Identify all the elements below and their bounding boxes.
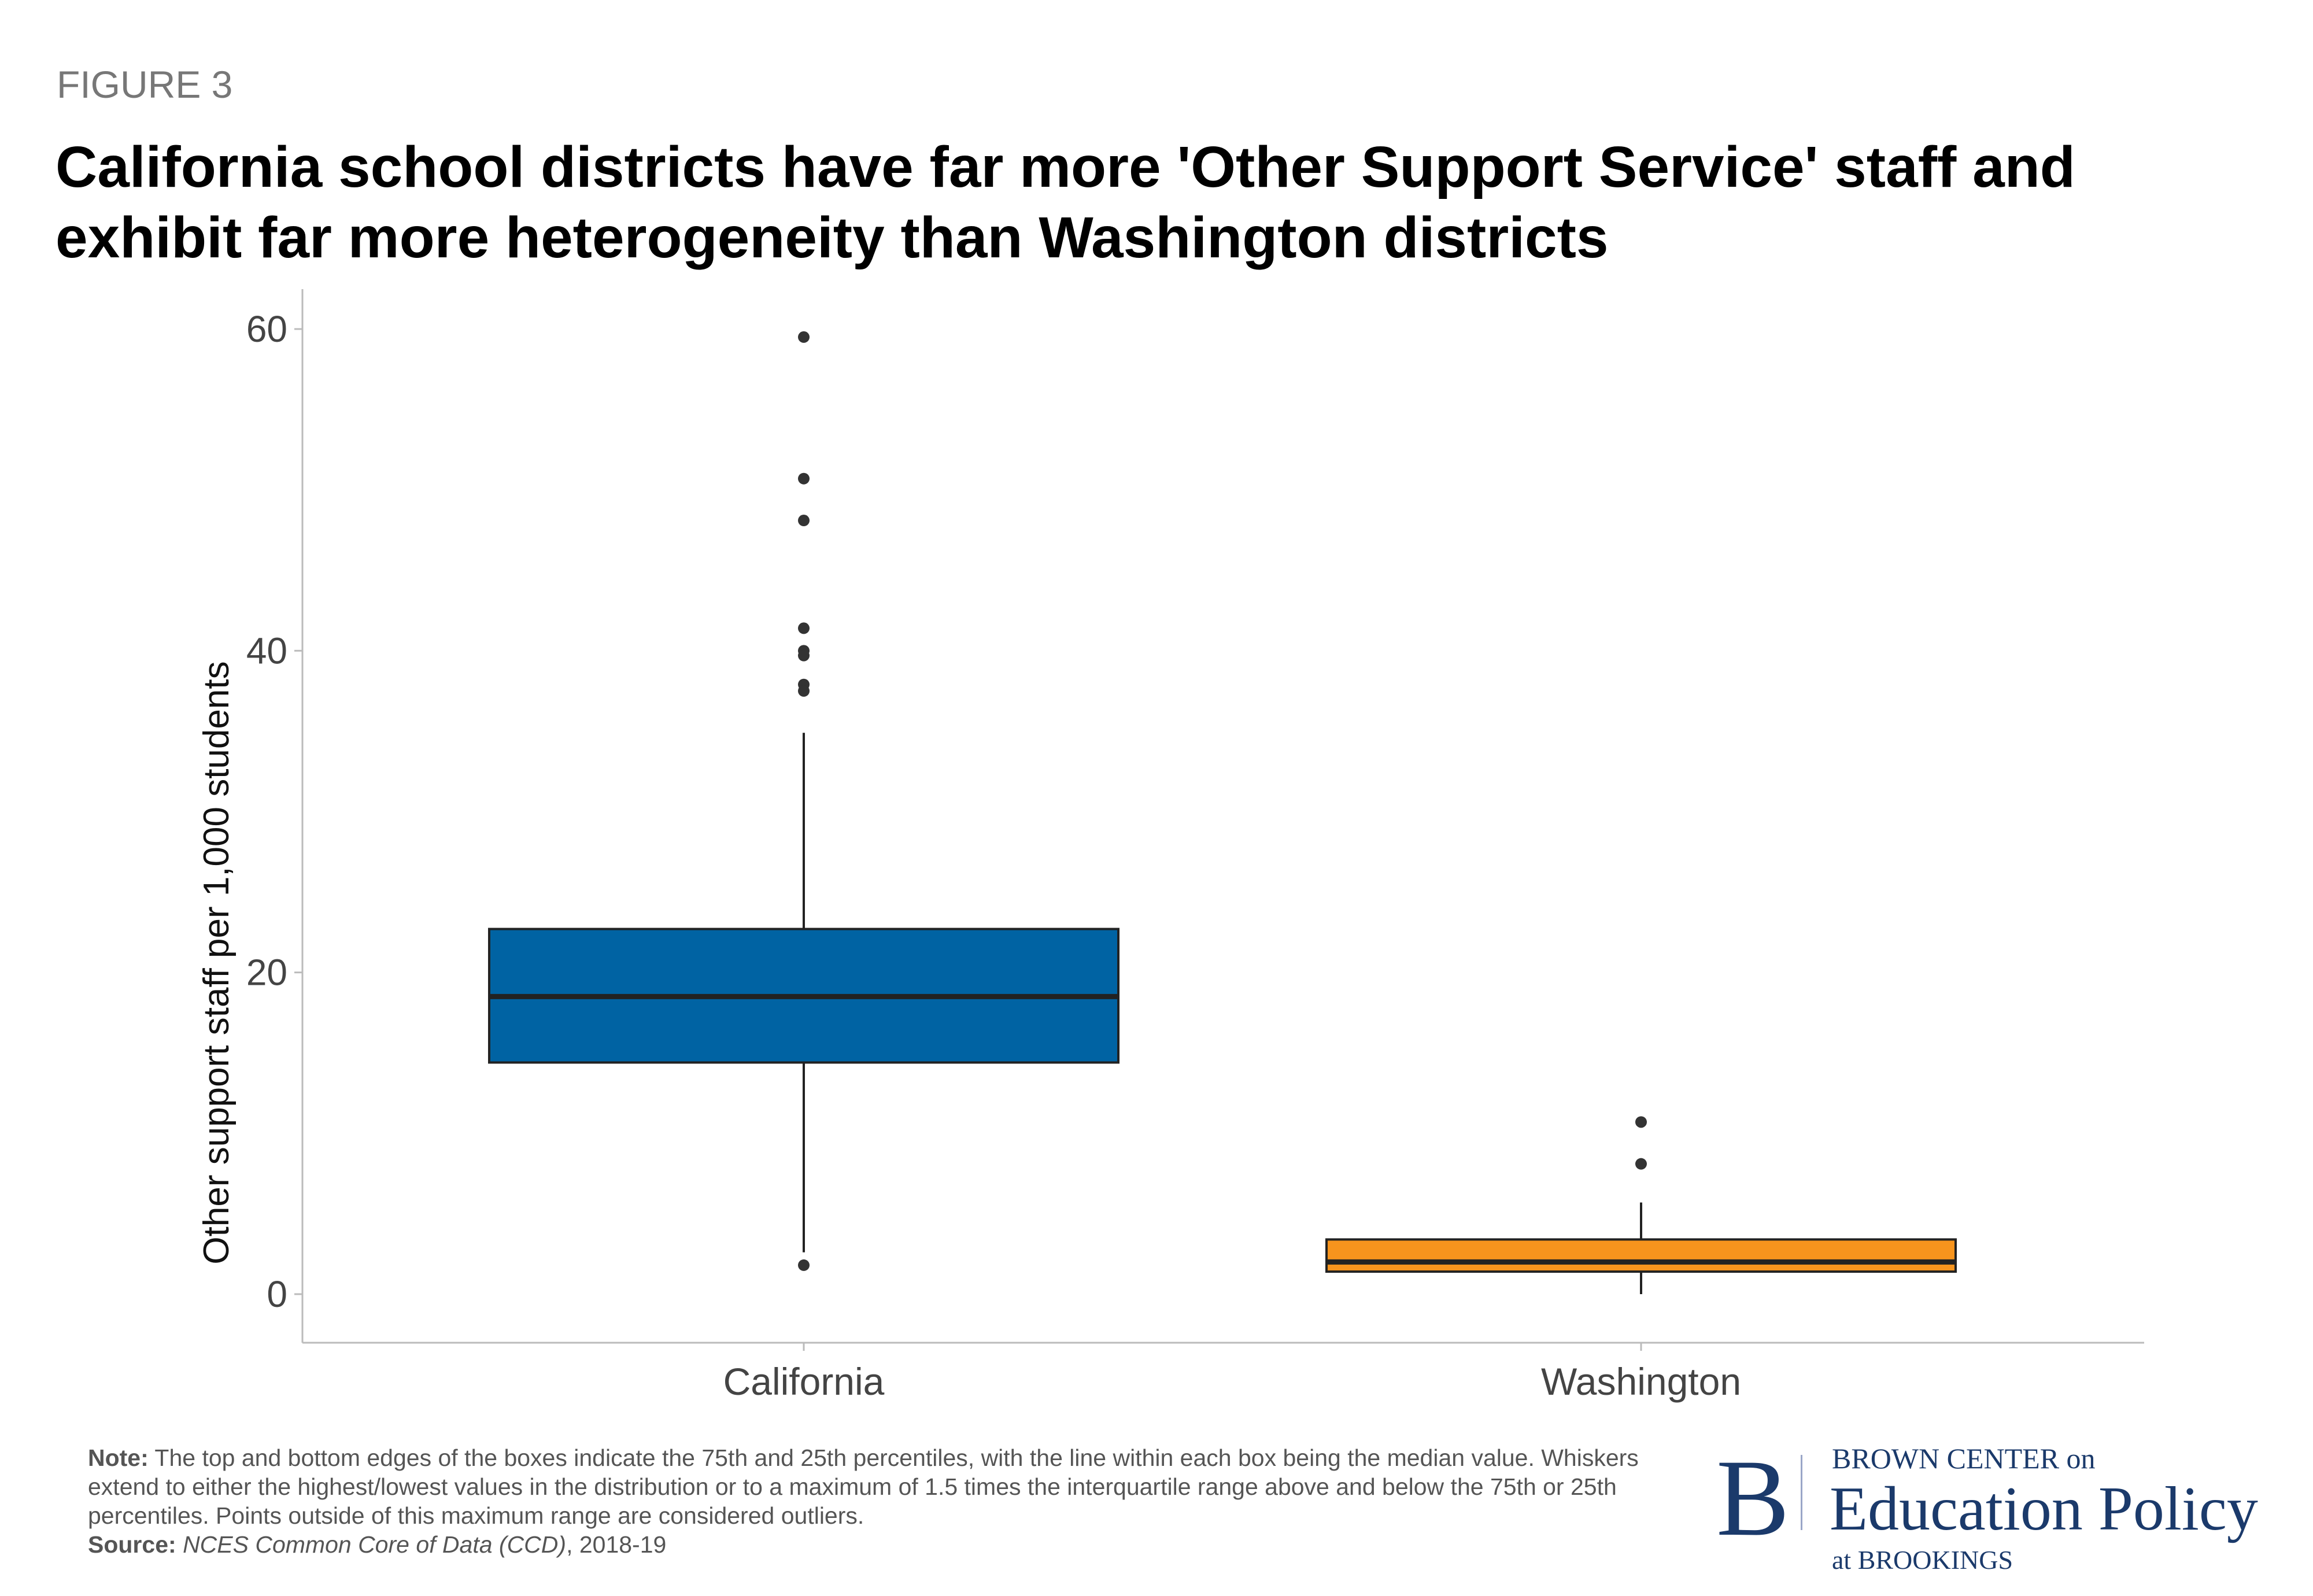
box-washington — [1325, 1116, 1957, 1294]
source-name: NCES Common Core of Data (CCD) — [183, 1531, 567, 1558]
title-line-1: California school districts have far mor… — [56, 135, 2075, 200]
note-label: Note: — [88, 1444, 149, 1471]
logo-divider — [1801, 1455, 1802, 1530]
logo-line-1: BROWN CENTER on — [1832, 1442, 2096, 1475]
note-text: The top and bottom edges of the boxes in… — [88, 1444, 1639, 1529]
brown-center-logo: B BROWN CENTER on Education Policy at BR… — [1712, 1438, 2290, 1582]
note: Note: The top and bottom edges of the bo… — [88, 1443, 1684, 1530]
x-tick-label: Washington — [1541, 1360, 1741, 1403]
outlier-point — [798, 649, 810, 662]
source: Source: NCES Common Core of Data (CCD), … — [88, 1530, 1684, 1559]
figure-label: FIGURE 3 — [57, 63, 233, 106]
title-line-2: exhibit far more heterogeneity than Wash… — [56, 205, 1609, 270]
chart-title: California school districts have far mor… — [56, 132, 2253, 273]
y-tick-label: 20 — [246, 952, 287, 993]
logo-letter: B — [1716, 1438, 1790, 1559]
source-year: , 2018-19 — [566, 1531, 667, 1558]
box-california — [488, 331, 1119, 1271]
outlier-point — [798, 622, 810, 634]
outlier-point — [1635, 1158, 1647, 1170]
logo-line-2: Education Policy — [1830, 1475, 2258, 1543]
outlier-point — [798, 472, 810, 485]
source-label: Source: — [88, 1531, 176, 1558]
x-tick-label: California — [723, 1360, 885, 1403]
box-marks — [488, 331, 1957, 1294]
y-tick-label: 0 — [267, 1273, 287, 1315]
iqr-box — [1325, 1238, 1957, 1273]
axes: 0 20 40 60 California Washington — [246, 289, 2144, 1403]
outlier-point — [798, 515, 810, 527]
outlier-point — [798, 685, 810, 697]
outlier-point — [798, 331, 810, 343]
outlier-point — [1635, 1116, 1647, 1128]
outlier-point — [798, 1259, 810, 1271]
logo-line-3: at BROOKINGS — [1832, 1545, 2013, 1575]
y-axis-label: Other support staff per 1,000 students — [197, 661, 237, 1264]
notes: Note: The top and bottom edges of the bo… — [88, 1443, 1684, 1559]
y-tick-label: 60 — [246, 308, 287, 350]
y-tick-label: 40 — [246, 630, 287, 671]
